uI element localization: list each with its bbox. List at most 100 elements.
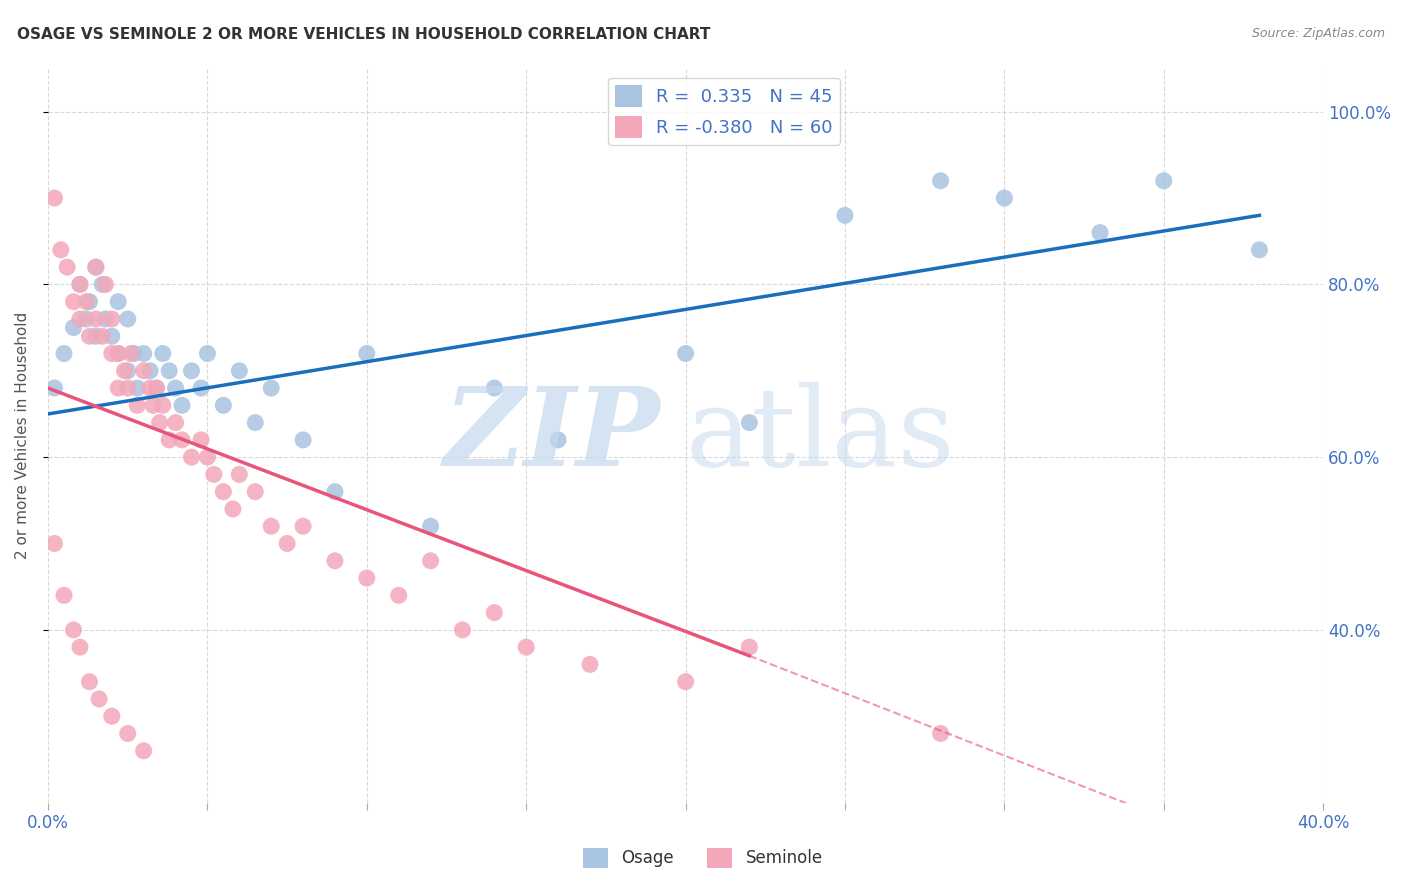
Point (84, 260, 107, 274)
Point (276, 536, 298, 550)
Point (62, 294, 84, 309)
Text: OSAGE VS SEMINOLE 2 OR MORE VEHICLES IN HOUSEHOLD CORRELATION CHART: OSAGE VS SEMINOLE 2 OR MORE VEHICLES IN … (17, 27, 710, 42)
Point (145, 381, 167, 395)
Point (157, 433, 180, 447)
Text: Source: ZipAtlas.com: Source: ZipAtlas.com (1251, 27, 1385, 40)
Point (69, 640, 91, 654)
Point (69, 277, 91, 292)
Point (180, 364, 202, 378)
Point (62, 623, 84, 637)
Point (117, 726, 139, 740)
Point (120, 346, 142, 360)
Point (56, 260, 79, 274)
Point (738, 640, 761, 654)
Point (1249, 243, 1271, 257)
Point (245, 416, 267, 430)
Point (323, 554, 346, 568)
Point (145, 381, 167, 395)
Point (222, 502, 245, 516)
Point (84, 312, 107, 326)
Point (87, 692, 110, 706)
Point (738, 416, 761, 430)
Point (419, 519, 441, 533)
Legend: R =  0.335   N = 45, R = -0.380   N = 60: R = 0.335 N = 45, R = -0.380 N = 60 (607, 78, 841, 145)
Point (117, 312, 139, 326)
Point (79, 329, 101, 343)
Point (152, 346, 174, 360)
Legend: Osage, Seminole: Osage, Seminole (576, 841, 830, 875)
Point (228, 364, 250, 378)
Y-axis label: 2 or more Vehicles in Household: 2 or more Vehicles in Household (15, 312, 30, 559)
Point (149, 416, 172, 430)
Point (1153, 174, 1175, 188)
Point (157, 364, 180, 378)
Point (212, 398, 235, 412)
Point (323, 484, 346, 499)
Point (834, 208, 856, 222)
Point (292, 519, 315, 533)
Point (484, 381, 506, 395)
Point (993, 191, 1015, 205)
Point (132, 346, 155, 360)
Point (53, 588, 76, 602)
Point (675, 346, 697, 360)
Point (53, 346, 76, 360)
Point (260, 519, 283, 533)
Point (197, 450, 219, 464)
Text: atlas: atlas (686, 382, 955, 489)
Point (75, 294, 97, 309)
Point (69, 312, 91, 326)
Point (101, 312, 124, 326)
Point (165, 416, 187, 430)
Point (107, 381, 129, 395)
Point (117, 364, 139, 378)
Point (127, 398, 149, 412)
Point (132, 744, 155, 758)
Point (547, 433, 569, 447)
Point (484, 606, 506, 620)
Point (139, 381, 162, 395)
Point (419, 554, 441, 568)
Point (139, 364, 162, 378)
Point (94, 312, 117, 326)
Point (117, 381, 139, 395)
Point (165, 381, 187, 395)
Point (44, 191, 66, 205)
Point (675, 674, 697, 689)
Point (49, 243, 72, 257)
Point (260, 381, 283, 395)
Point (388, 588, 411, 602)
Point (44, 536, 66, 550)
Point (451, 623, 474, 637)
Point (170, 433, 193, 447)
Point (75, 312, 97, 326)
Point (101, 709, 124, 723)
Point (356, 571, 378, 585)
Point (202, 467, 225, 482)
Point (79, 674, 101, 689)
Point (101, 346, 124, 360)
Point (929, 726, 952, 740)
Point (228, 467, 250, 482)
Point (107, 346, 129, 360)
Point (1088, 226, 1111, 240)
Point (245, 484, 267, 499)
Point (190, 381, 212, 395)
Point (114, 364, 136, 378)
Point (142, 398, 165, 412)
Point (127, 381, 149, 395)
Text: ZIP: ZIP (443, 382, 659, 490)
Point (197, 346, 219, 360)
Point (152, 398, 174, 412)
Point (62, 320, 84, 334)
Point (212, 484, 235, 499)
Point (91, 329, 114, 343)
Point (515, 640, 537, 654)
Point (94, 277, 117, 292)
Point (79, 294, 101, 309)
Point (929, 174, 952, 188)
Point (132, 364, 155, 378)
Point (579, 657, 602, 672)
Point (44, 381, 66, 395)
Point (170, 398, 193, 412)
